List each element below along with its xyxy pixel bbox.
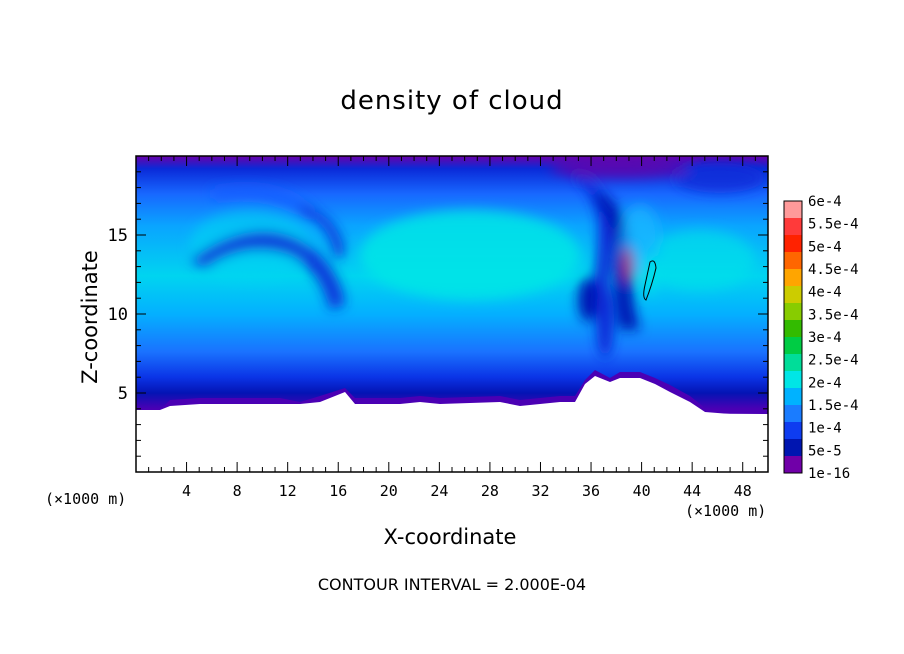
colorbar-label: 2e-4: [808, 375, 842, 391]
x-tick-label: 12: [279, 482, 297, 500]
x-tick-label: 16: [329, 482, 347, 500]
colorbar-label: 5e-4: [808, 239, 842, 255]
x-tick-label: 48: [734, 482, 752, 500]
colorbar-label: 5.5e-4: [808, 217, 859, 233]
x-axis: 4 8 12 16 20 24 28 32 36 40 44 48: [148, 156, 756, 500]
colorbar-label: 1e-16: [808, 466, 850, 482]
colorbar-label: 1.5e-4: [808, 398, 859, 414]
x-tick-label: 36: [582, 482, 600, 500]
colorbar-label: 6e-4: [808, 194, 842, 210]
terrain: [136, 370, 768, 472]
colorbar-swatch: [784, 320, 802, 338]
colorbar-swatch: [784, 371, 802, 389]
colorbar-swatch: [784, 388, 802, 406]
y-tick-label: 15: [108, 226, 128, 246]
y-axis-label: Z-coordinate: [78, 250, 102, 384]
x-tick-label: 44: [683, 482, 701, 500]
colorbar-swatch: [784, 286, 802, 304]
y-axis: 5 10 15: [108, 171, 768, 457]
contour-line: [643, 260, 657, 301]
x-tick-label: 24: [430, 482, 448, 500]
colorbar-label: 3e-4: [808, 330, 842, 346]
x-tick-label: 40: [633, 482, 651, 500]
x-axis-label: X-coordinate: [383, 525, 517, 549]
colorbar-swatch: [784, 218, 802, 236]
x-tick-label: 20: [380, 482, 398, 500]
colorbar-frame: [783, 200, 803, 474]
x-tick-label: 32: [531, 482, 549, 500]
x-unit-label-left: (×1000 m): [45, 490, 127, 508]
colorbar-swatch: [784, 235, 802, 253]
chart-title: density of cloud: [340, 86, 564, 116]
colorbar-label: 2.5e-4: [808, 353, 859, 369]
density-features: [190, 158, 765, 358]
colorbar-swatch: [784, 354, 802, 372]
colorbar-label: 3.5e-4: [808, 307, 859, 323]
colorbar-label: 5e-5: [808, 443, 842, 459]
colorbar-label: 4.5e-4: [808, 262, 859, 278]
colorbar-swatch: [784, 201, 802, 219]
colorbar-swatch: [784, 405, 802, 423]
colorbar-swatch: [784, 303, 802, 321]
x-tick-label: 8: [233, 482, 242, 500]
contour-interval-note: CONTOUR INTERVAL = 2.000E-04: [317, 575, 587, 594]
density-field: [136, 156, 768, 472]
colorbar-label: 4e-4: [808, 285, 842, 301]
x-tick-label: 28: [481, 482, 499, 500]
colorbar-swatch: [784, 337, 802, 355]
colorbar-swatch: [784, 252, 802, 270]
colorbar-label: 1e-4: [808, 421, 842, 437]
colorbar: 6e-4 5.5e-4 5e-4 4.5e-4 4e-4 3.5e-4 3e-4 2.5e-4…: [783, 194, 859, 482]
colorbar-swatch: [784, 439, 802, 457]
y-tick-label: 10: [108, 305, 128, 325]
colorbar-swatch: [784, 269, 802, 287]
colorbar-swatch: [784, 456, 802, 474]
x-tick-label: 4: [182, 482, 191, 500]
colorbar-swatch: [784, 422, 802, 440]
x-unit-label-right: (×1000 m): [685, 502, 767, 520]
y-tick-label: 5: [118, 384, 128, 404]
